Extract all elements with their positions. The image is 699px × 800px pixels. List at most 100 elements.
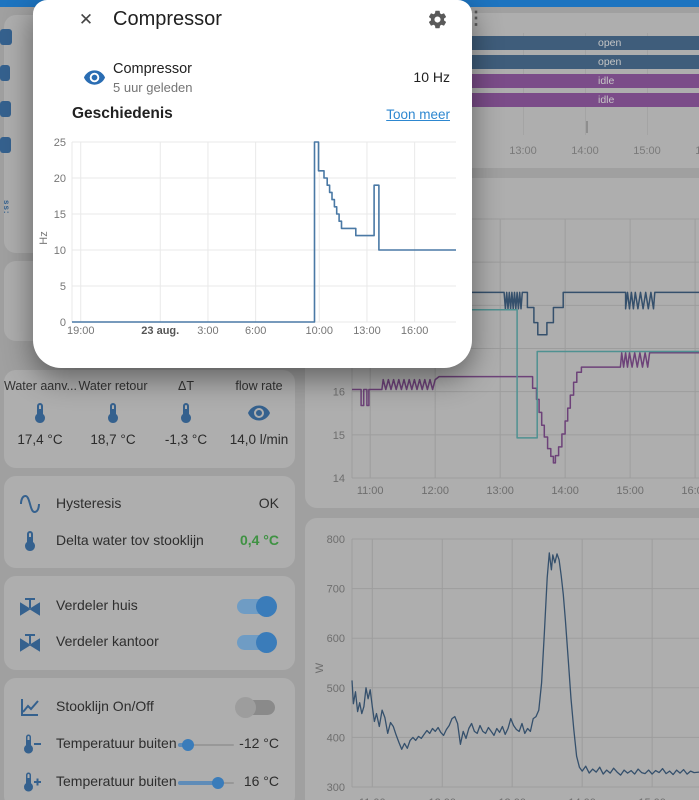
svg-text:600: 600 — [327, 633, 345, 645]
row-value: OK — [258, 495, 279, 511]
row-label: Temperatuur buiten — [56, 773, 177, 789]
toggle-stooklijn[interactable] — [235, 697, 275, 718]
row-stooklijn-onoff: Stooklijn On/Off — [4, 690, 295, 726]
svg-text:25: 25 — [54, 137, 66, 149]
chart-line-icon — [18, 695, 42, 719]
thermometer-minus-icon — [18, 732, 42, 756]
verdeler-card: Verdeler huis Verdeler kantoor — [4, 576, 295, 670]
glance-value: 17,4 °C — [17, 432, 63, 447]
timeline-state-label: open — [598, 37, 622, 49]
history-section-title: Geschiedenis — [72, 105, 173, 122]
svg-text:16:00: 16:00 — [681, 485, 699, 497]
thermometer-icon — [4, 401, 76, 427]
stooklijn-card: Stooklijn On/Off Temperatuur buiten -12 … — [4, 678, 295, 800]
row-label: Temperatuur buiten — [56, 735, 177, 751]
svg-text:16: 16 — [333, 387, 345, 399]
glance-label: flow rate — [235, 379, 283, 393]
svg-text:23 aug.: 23 aug. — [141, 325, 179, 337]
eye-icon — [223, 401, 295, 427]
history-chart[interactable]: 0 5 10 15 20 25 19:00 23 aug. 3:00 6:00 10:00 13:00… — [33, 130, 472, 360]
show-more-link[interactable]: Toon meer — [386, 107, 450, 122]
toggle-verdeler-kantoor[interactable] — [237, 632, 277, 653]
time-axis-label: 14:00 — [571, 145, 599, 157]
timeline-state-label: open — [598, 56, 622, 68]
svg-text:12:00: 12:00 — [428, 797, 456, 800]
svg-text:5: 5 — [60, 281, 66, 293]
power-history-card — [305, 518, 699, 800]
thermometer-plus-icon — [18, 770, 42, 794]
entity-name: Compressor — [113, 61, 192, 77]
toggle-verdeler-huis[interactable] — [237, 596, 277, 617]
slider-fill — [178, 781, 218, 785]
svg-text:15:00: 15:00 — [638, 797, 666, 800]
sine-wave-icon — [18, 492, 42, 516]
svg-text:15: 15 — [54, 209, 66, 221]
slider-knob[interactable] — [212, 777, 224, 789]
glance-value: -1,3 °C — [164, 432, 208, 447]
partial-axis-label: ss: — [2, 200, 11, 215]
svg-text:500: 500 — [327, 683, 345, 695]
svg-text:0: 0 — [60, 317, 66, 329]
toggle-knob — [256, 596, 277, 617]
row-label: Hysteresis — [56, 495, 122, 511]
svg-text:19:00: 19:00 — [67, 325, 95, 337]
partial-icon — [0, 29, 12, 45]
glance-item-flow-rate[interactable]: flow rate 14,0 l/min — [223, 370, 295, 468]
svg-text:14:00: 14:00 — [551, 485, 579, 497]
glance-label: Water aanv... — [4, 379, 76, 393]
svg-text:15:00: 15:00 — [616, 485, 644, 497]
partial-icon — [0, 65, 10, 81]
svg-text:300: 300 — [327, 782, 345, 794]
time-axis-label: 15:00 — [633, 145, 661, 157]
valve-icon — [18, 630, 42, 654]
slider-track — [178, 744, 234, 746]
svg-text:13:00: 13:00 — [498, 797, 526, 800]
timeline-cursor — [586, 121, 588, 133]
svg-text:800: 800 — [327, 534, 345, 546]
svg-text:14: 14 — [333, 473, 345, 485]
svg-text:11:00: 11:00 — [357, 485, 384, 497]
entity-last-changed: 5 uur geleden — [113, 80, 193, 95]
svg-text:13:00: 13:00 — [486, 485, 514, 497]
glance-item-water-aanvoer[interactable]: Water aanv... 17,4 °C — [4, 370, 76, 468]
close-icon[interactable]: ✕ — [78, 10, 94, 29]
svg-text:13:00: 13:00 — [353, 325, 381, 337]
row-label: Delta water tov stooklijn — [56, 532, 204, 548]
glance-item-water-retour[interactable]: Water retour 18,7 °C — [77, 370, 149, 468]
eye-icon — [83, 66, 106, 89]
svg-text:W: W — [314, 662, 326, 673]
svg-text:11:00: 11:00 — [359, 797, 386, 800]
slider-temp-buiten-plus[interactable] — [178, 777, 234, 789]
partial-icon — [0, 101, 11, 117]
settings-icon[interactable] — [427, 9, 448, 30]
row-label: Verdeler huis — [56, 597, 138, 613]
partial-icon — [0, 137, 11, 153]
row-delta-stooklijn[interactable]: Delta water tov stooklijn 0,4 °C — [4, 524, 295, 560]
glance-item-delta-t[interactable]: ΔT -1,3 °C — [150, 370, 222, 468]
hysteresis-card: Hysteresis OK Delta water tov stooklijn … — [4, 476, 295, 568]
thermometer-icon — [77, 401, 149, 427]
svg-text:400: 400 — [327, 732, 345, 744]
svg-text:12:00: 12:00 — [421, 485, 449, 497]
valve-icon — [18, 594, 42, 618]
svg-text:20: 20 — [54, 173, 66, 185]
row-value: 16 °C — [243, 773, 279, 789]
slider-temp-buiten-min[interactable] — [178, 739, 234, 751]
more-info-dialog: ✕ Compressor ⋮ Compressor 5 uur geleden … — [33, 0, 485, 368]
row-verdeler-huis: Verdeler huis — [4, 589, 295, 625]
time-axis-label: 13:00 — [509, 145, 537, 157]
slider-knob[interactable] — [182, 739, 194, 751]
row-temp-buiten-plus: Temperatuur buiten 16 °C — [4, 765, 295, 800]
svg-text:14:00: 14:00 — [568, 797, 596, 800]
svg-text:15: 15 — [333, 430, 345, 442]
timeline-state-label: idle — [598, 94, 615, 106]
svg-text:3:00: 3:00 — [197, 325, 218, 337]
svg-text:Hz: Hz — [38, 231, 50, 244]
svg-text:700: 700 — [327, 584, 345, 596]
thermometer-icon — [150, 401, 222, 427]
row-hysteresis[interactable]: Hysteresis OK — [4, 487, 295, 523]
power-history-chart: 300 400 500 600 700 800 11:00 12:00 13:00 14:00 15… — [314, 534, 699, 800]
overflow-menu-icon[interactable]: ⋮ — [467, 8, 485, 28]
row-verdeler-kantoor: Verdeler kantoor — [4, 625, 295, 661]
glance-value: 18,7 °C — [90, 432, 136, 447]
